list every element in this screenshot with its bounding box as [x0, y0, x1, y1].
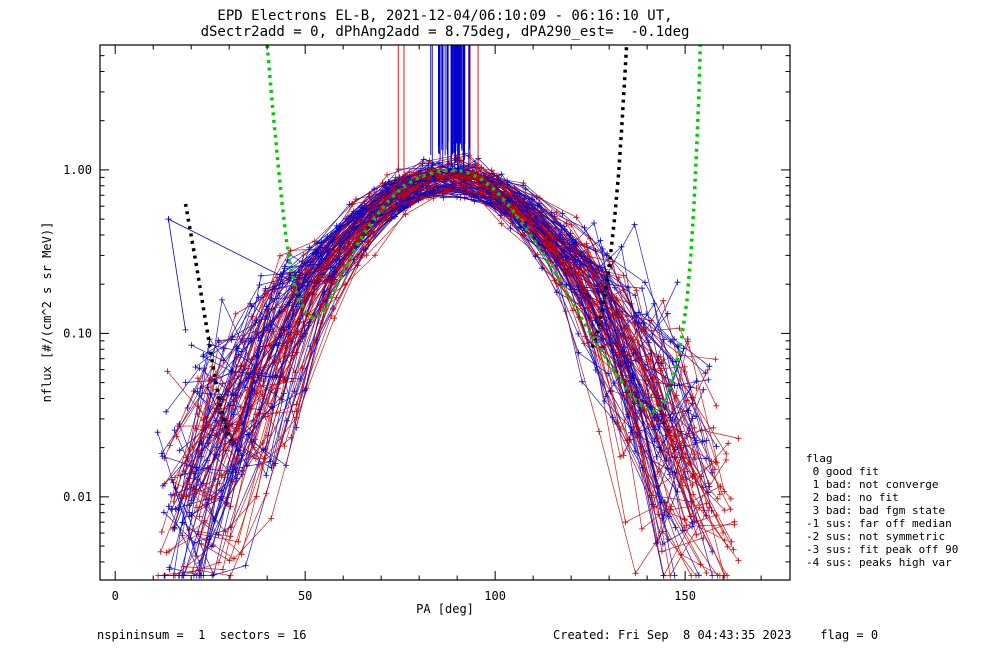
svg-text:0.10: 0.10 — [63, 326, 92, 340]
flag-legend-item-1: 1 bad: not converge — [806, 478, 939, 491]
svg-text:100: 100 — [484, 589, 506, 603]
footer-left: nspininsum = 1 sectors = 16 — [97, 628, 307, 642]
svg-text:0: 0 — [112, 589, 119, 603]
flag-legend-item-6: -3 sus: fit peak off 90 — [806, 543, 959, 556]
svg-text:150: 150 — [674, 589, 696, 603]
flag-legend-item-3: 3 bad: bad fgm state — [806, 504, 946, 517]
flag-legend-item-5: -2 sus: not symmetric — [806, 530, 946, 543]
flag-legend-item-2: 2 bad: no fit — [806, 491, 899, 504]
svg-text:0.01: 0.01 — [63, 490, 92, 504]
plot-title-line1: EPD Electrons EL-B, 2021-12-04/06:10:09 … — [217, 8, 673, 24]
svg-text:50: 50 — [298, 589, 312, 603]
footer-right: Created: Fri Sep 8 04:43:35 2023 flag = … — [553, 628, 879, 642]
plot-title-line2: dSectr2add = 0, dPhAng2add = 8.75deg, dP… — [200, 24, 690, 40]
flag-legend-item-7: -4 sus: peaks high var — [806, 556, 952, 569]
flag-legend-item-4: -1 sus: far off median — [806, 517, 952, 530]
flag-legend-item-0: 0 good fit — [806, 465, 879, 478]
svg-text:1.00: 1.00 — [63, 163, 92, 177]
flag-legend-title: flag — [806, 452, 833, 465]
x-axis-label: PA [deg] — [416, 602, 474, 616]
y-axis-label: nflux [#/(cm^2 s sr MeV)] — [40, 221, 54, 403]
